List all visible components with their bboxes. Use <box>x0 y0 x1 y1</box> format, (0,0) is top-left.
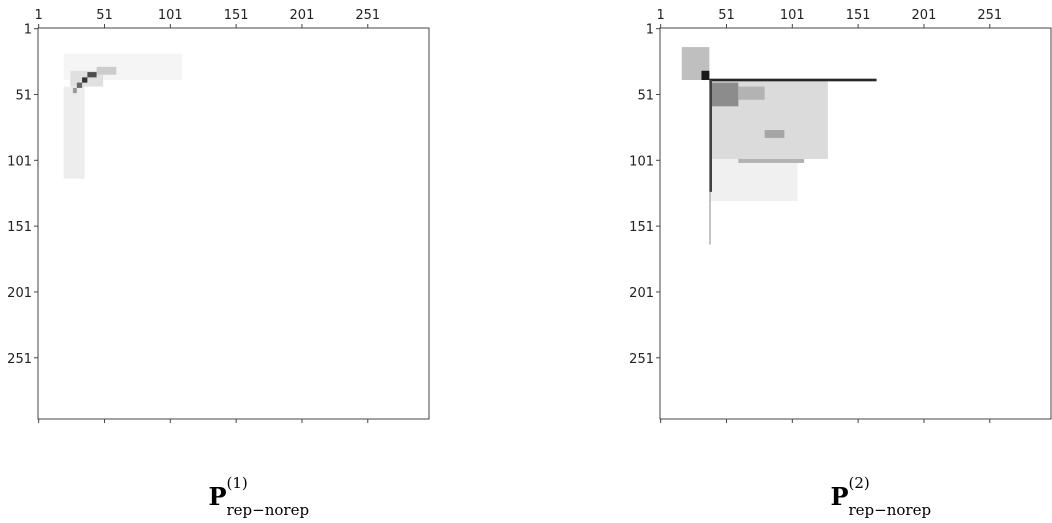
x-tick-label: 151 <box>846 8 871 23</box>
cell <box>709 158 798 202</box>
x-tick-label: 251 <box>355 8 380 23</box>
x-tick-label: 101 <box>780 8 805 23</box>
y-tick-label: 1 <box>646 23 654 38</box>
caption-symbol: P <box>209 482 227 511</box>
y-tick-label: 101 <box>629 154 654 169</box>
cell <box>709 78 877 82</box>
cell <box>709 191 711 245</box>
axes-frame <box>37 27 430 420</box>
y-tick-label: 151 <box>629 220 654 235</box>
x-tick-label: 151 <box>224 8 249 23</box>
y-tick-label: 101 <box>7 154 32 169</box>
x-tick-label: 201 <box>290 8 315 23</box>
cell <box>709 80 713 192</box>
cell <box>96 66 117 75</box>
cell <box>738 86 765 100</box>
cell <box>701 70 710 81</box>
cell <box>712 82 739 107</box>
y-tick-label: 51 <box>637 88 654 103</box>
caption-subscript: rep−norep <box>849 501 932 519</box>
caption-symbol: P <box>831 482 849 511</box>
y-tick-label: 151 <box>7 220 32 235</box>
cell <box>82 77 88 83</box>
caption-subscript: rep−norep <box>227 501 310 519</box>
cell <box>738 158 805 163</box>
x-tick-label: 1 <box>35 8 43 23</box>
x-tick-label: 1 <box>657 8 665 23</box>
caption-superscript: (1) <box>227 474 248 492</box>
y-tick-label: 201 <box>7 286 32 301</box>
cell <box>63 86 85 179</box>
x-tick-label: 101 <box>158 8 183 23</box>
cell <box>72 87 77 94</box>
y-tick-label: 201 <box>629 286 654 301</box>
axes-frame <box>659 27 1052 420</box>
caption-superscript: (2) <box>849 474 870 492</box>
y-tick-label: 251 <box>7 352 32 367</box>
y-tick-label: 51 <box>15 88 32 103</box>
cell <box>76 82 83 88</box>
cell <box>87 72 97 78</box>
y-tick-label: 1 <box>24 23 32 38</box>
x-tick-label: 251 <box>977 8 1002 23</box>
cell <box>764 130 785 138</box>
y-tick-label: 251 <box>629 352 654 367</box>
x-tick-label: 201 <box>912 8 937 23</box>
x-tick-label: 51 <box>96 8 113 23</box>
x-tick-label: 51 <box>718 8 735 23</box>
